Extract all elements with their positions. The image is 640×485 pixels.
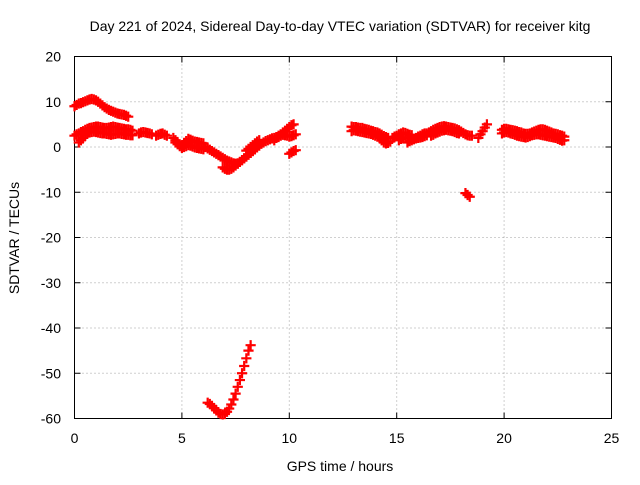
data-point-plus-marker bbox=[466, 130, 477, 141]
data-point-plus-marker bbox=[254, 135, 265, 146]
x-tick-label: 5 bbox=[178, 430, 186, 446]
data-point-plus-marker bbox=[123, 111, 134, 122]
data-point-plus-marker bbox=[481, 119, 493, 130]
x-tick-labels: 0 5 10 15 20 25 bbox=[71, 430, 620, 446]
grid-lines bbox=[74, 56, 612, 419]
data-point-plus-marker bbox=[230, 388, 241, 399]
data-points bbox=[69, 93, 570, 420]
series-kitg bbox=[69, 93, 570, 420]
data-point-plus-marker bbox=[228, 394, 239, 405]
chart-title: Day 221 of 2024, Sidereal Day-to-day VTE… bbox=[90, 18, 591, 34]
data-point-plus-marker bbox=[288, 119, 299, 130]
data-point-plus-marker bbox=[127, 130, 138, 141]
y-tick-label: -60 bbox=[41, 411, 61, 427]
data-point-plus-marker bbox=[245, 340, 256, 351]
y-tick-label: 0 bbox=[53, 139, 61, 155]
y-axis-label: SDTVAR / TECUs bbox=[6, 182, 22, 294]
y-tick-label: 10 bbox=[45, 94, 61, 110]
y-tick-label: 20 bbox=[45, 49, 61, 65]
data-point-plus-marker bbox=[464, 191, 475, 202]
data-point-plus-marker bbox=[241, 353, 252, 364]
data-point-plus-marker bbox=[559, 135, 570, 146]
x-tick-label: 0 bbox=[71, 430, 79, 446]
y-tick-label: -40 bbox=[41, 320, 61, 336]
data-point-plus-marker bbox=[290, 145, 301, 156]
data-point-plus-marker bbox=[236, 368, 248, 379]
x-tick-label: 20 bbox=[496, 430, 512, 446]
data-point-plus-marker bbox=[161, 130, 172, 141]
x-tick-label: 25 bbox=[604, 430, 620, 446]
data-point-plus-marker bbox=[290, 129, 301, 140]
data-point-plus-marker bbox=[243, 345, 254, 356]
axis-ticks bbox=[74, 56, 612, 419]
data-point-plus-marker bbox=[234, 374, 245, 386]
data-point-plus-marker bbox=[232, 381, 243, 392]
data-point-plus-marker bbox=[239, 360, 250, 372]
y-tick-label: -10 bbox=[41, 184, 61, 200]
x-tick-label: 15 bbox=[389, 430, 405, 446]
y-tick-labels: 20 10 0 -10 -20 -30 -40 -50 -60 bbox=[41, 49, 61, 427]
x-axis-label: GPS time / hours bbox=[287, 458, 394, 474]
y-tick-label: -50 bbox=[41, 365, 61, 381]
y-tick-label: -30 bbox=[41, 275, 61, 291]
x-tick-label: 10 bbox=[282, 430, 298, 446]
data-point-plus-marker bbox=[453, 128, 465, 139]
y-tick-label: -20 bbox=[41, 230, 61, 246]
